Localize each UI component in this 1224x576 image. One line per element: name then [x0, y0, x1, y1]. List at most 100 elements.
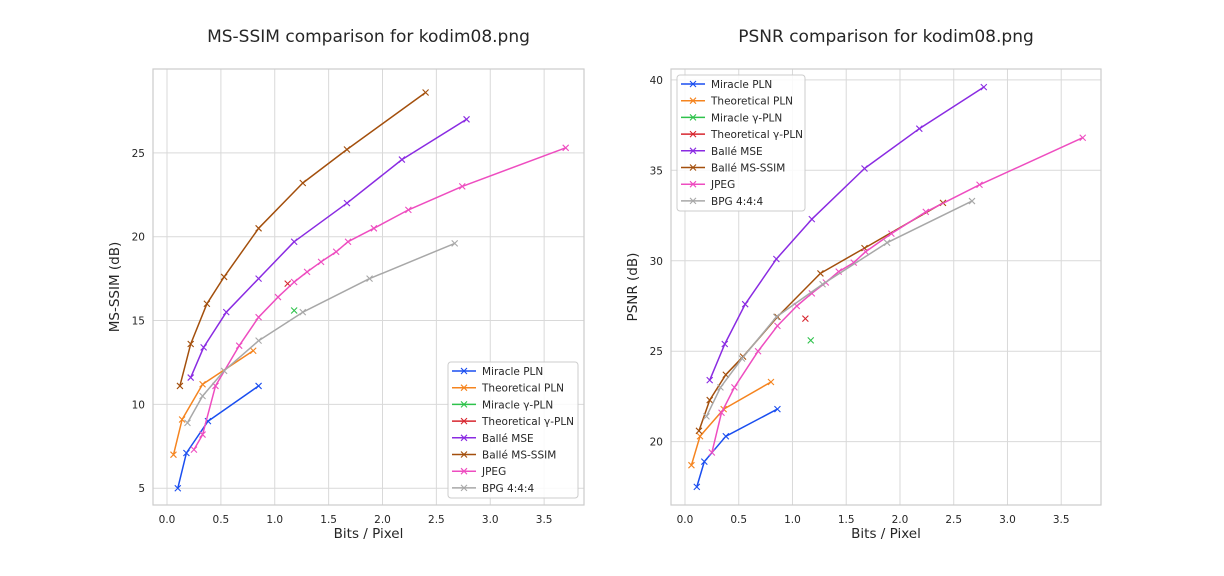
chart-1-legend-entry-theoretical-gamma-pln: Theoretical γ-PLN: [452, 416, 574, 428]
chart-2-legend-entry-jpeg: JPEG: [681, 179, 735, 191]
chart-1-legend-entry-miracle-pln-label: Miracle PLN: [482, 366, 543, 378]
chart-2-series-theoretical-pln-point: [688, 461, 695, 469]
chart-2-legend-entry-jpeg-label: JPEG: [710, 179, 735, 191]
chart-1-y-tick-label: 15: [132, 316, 145, 328]
chart-1-series-bpg-4-4-4-point: [255, 337, 262, 345]
chart-1-series-balle-ms-ssim-point: [176, 382, 184, 390]
chart-2-x-axis-label: Bits / Pixel: [851, 526, 921, 542]
chart-2-series-balle-mse-point: [980, 83, 988, 91]
chart-1-x-tick-label: 2.0: [374, 514, 391, 526]
chart-1-legend-entry-bpg-4-4-4-marker: [460, 484, 468, 492]
chart-1-legend-box: [447, 361, 579, 499]
chart-1-legend-entry-balle-mse-marker: [460, 434, 468, 442]
chart-1-series-bpg-4-4-4-point: [299, 308, 307, 316]
chart-2-legend-entry-miracle-gamma-pln: Miracle γ-PLN: [681, 112, 782, 124]
chart-1-series-jpeg-point: [404, 206, 412, 214]
chart-2-y-tick-label: 40: [650, 75, 663, 87]
chart-1-series-jpeg-point: [255, 313, 262, 321]
chart-2-x-tick-label: 2.5: [945, 514, 962, 526]
chart-2-legend-entry-theoretical-gamma-pln-label: Theoretical γ-PLN: [710, 129, 803, 141]
chart-1-y-tick-label: 10: [132, 399, 145, 411]
chart-2-legend-entry-miracle-gamma-pln-marker: [689, 114, 697, 121]
chart-1-x-tick-label: 2.5: [428, 514, 445, 526]
chart-1-series-miracle-gamma-pln: [290, 307, 298, 314]
chart-1-x-tick-label: 0.5: [213, 514, 230, 526]
chart-2-series-balle-mse-line: [709, 86, 985, 381]
chart-2-x-tick-label: 3.5: [1053, 514, 1070, 526]
chart-1-series-balle-ms-ssim-point: [343, 146, 351, 153]
chart-2-title: PSNR comparison for kodim08.png: [738, 27, 1034, 47]
chart-1-series-balle-ms-ssim-point: [187, 340, 195, 348]
chart-1-legend-entry-theoretical-pln-label: Theoretical PLN: [481, 383, 564, 395]
chart-2-x-tick-label: 2.0: [892, 514, 909, 526]
chart-2-series-bpg-4-4-4-point: [819, 280, 826, 288]
chart-1-series-jpeg-point: [274, 293, 282, 301]
chart-2-series-bpg-4-4-4-point: [717, 384, 724, 391]
chart-1-series-jpeg-point: [317, 258, 325, 266]
chart-2-y-tick-label: 25: [650, 346, 663, 358]
chart-1-legend-entry-jpeg-marker: [460, 467, 468, 475]
chart-2-legend-entry-balle-mse-marker: [689, 147, 697, 155]
chart-2-legend-entry-theoretical-pln-label: Theoretical PLN: [710, 96, 793, 108]
chart-1-series-bpg-4-4-4-point: [220, 367, 228, 375]
chart-1-series-miracle-pln: [174, 382, 262, 492]
chart-2-series-jpeg-point: [1079, 134, 1087, 142]
chart-2-series-jpeg-point: [976, 181, 983, 189]
chart-2-legend: Miracle PLN Theoretical PLN Miracle γ-PLN T…: [676, 74, 806, 212]
chart-1-series-jpeg-point: [199, 431, 206, 438]
chart-1-series-jpeg-point: [458, 182, 466, 190]
chart-2-series-jpeg-point: [922, 208, 930, 216]
chart-1-series-jpeg-point: [303, 268, 311, 276]
chart-1-plot-frame: [152, 68, 585, 506]
chart-2-x-tick-label: 1.0: [784, 514, 801, 526]
chart-2-legend-entry-bpg-4-4-4-marker: [689, 197, 697, 205]
chart-2-series-balle-mse-point: [741, 300, 749, 308]
chart-1-series-balle-mse-line: [190, 118, 467, 378]
chart-2-x-tick-label: 0.5: [730, 514, 747, 526]
chart-1-legend-entry-bpg-4-4-4-label: BPG 4:4:4: [482, 483, 534, 495]
chart-1-legend-entry-theoretical-gamma-pln-marker: [460, 417, 468, 425]
chart-2-x-tick-label: 3.0: [999, 514, 1016, 526]
chart-1-series-balle-mse-point: [290, 238, 298, 246]
chart-1-series-jpeg-point: [290, 278, 298, 286]
chart-2-series-bpg-4-4-4-point: [968, 197, 976, 205]
chart-2-series-bpg-4-4-4-point: [772, 313, 780, 321]
chart-1-series-miracle-gamma-pln-point: [290, 307, 298, 314]
chart-2-series-miracle-gamma-pln: [807, 336, 815, 344]
chart-2-series-balle-mse-point: [772, 255, 780, 263]
chart-1-series-balle-ms-ssim-point: [299, 179, 307, 187]
chart-2-legend-entry-balle-ms-ssim-marker: [689, 164, 697, 171]
chart-1-legend-entry-balle-mse-label: Ballé MSE: [482, 433, 534, 445]
chart-1-series-theoretical-pln-point: [178, 416, 186, 423]
chart-2-x-tick-label: 1.5: [838, 514, 855, 526]
chart-2-series-jpeg-point: [850, 259, 858, 266]
chart-2-series-balle-ms-ssim-point: [706, 396, 714, 404]
chart-2-y-tick-label: 30: [650, 256, 663, 268]
chart-2-series-balle-mse-point: [706, 376, 714, 384]
chart-2-series-bpg-4-4-4-point: [703, 412, 710, 420]
chart-1-series-miracle-pln-point: [183, 449, 190, 457]
chart-2-series-theoretical-pln-line: [690, 381, 772, 466]
chart-2-series-miracle-pln-line: [696, 408, 778, 488]
chart-2-series-balle-ms-ssim-point: [695, 427, 703, 435]
chart-1-series-theoretical-pln-point: [249, 347, 257, 355]
chart-1-series-jpeg-point: [332, 248, 340, 256]
chart-1-series-balle-ms-ssim-point: [203, 300, 211, 308]
chart-2-series-jpeg-point: [718, 409, 725, 417]
chart-1-y-tick-label: 5: [138, 483, 145, 495]
chart-2-series-miracle-pln-point: [693, 483, 701, 491]
chart-1-y-tick-label: 20: [132, 232, 145, 244]
chart-2-legend-entry-theoretical-pln-marker: [689, 97, 697, 105]
chart-1-legend-entry-balle-mse: Ballé MSE: [452, 433, 534, 445]
chart-1-y-tick-label: 25: [132, 148, 145, 160]
chart-1-series-theoretical-pln-point: [170, 451, 177, 459]
chart-2-y-tick-label: 20: [650, 437, 663, 449]
chart-2-legend-entry-balle-ms-ssim-label: Ballé MS-SSIM: [711, 163, 785, 175]
chart-1: 0.0 0.5 1.0 1.5 2.0 2.5 3.0 3.5 5 10 15 20 25 MS-SSIM…: [107, 27, 585, 542]
chart-2: 0.0 0.5 1.0 1.5 2.0 2.5 3.0 3.5 20 25 30 35 40 PSNR c…: [625, 27, 1102, 542]
chart-1-series-miracle-pln-point: [174, 484, 182, 492]
chart-1-x-tick-label: 1.5: [320, 514, 337, 526]
chart-1-x-axis-label: Bits / Pixel: [334, 526, 404, 542]
chart-2-series-balle-mse-point: [861, 165, 868, 172]
chart-2-series-miracle-gamma-pln-point: [807, 336, 815, 344]
